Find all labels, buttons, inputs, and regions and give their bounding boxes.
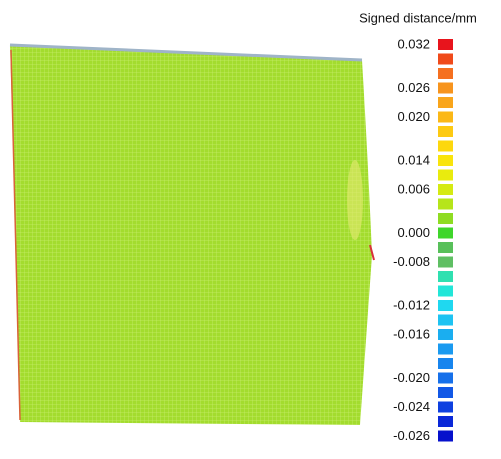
legend-label: -0.020 [393, 370, 430, 385]
surface-left-edge [10, 49, 21, 421]
legend-label: 0.000 [397, 225, 430, 240]
legend-label: 0.014 [397, 152, 430, 167]
legend-label: -0.008 [393, 254, 430, 269]
legend-swatch [438, 169, 453, 181]
legend-swatch [438, 416, 453, 427]
legend-swatch [438, 111, 453, 123]
legend-swatch [438, 401, 453, 413]
surface-top-edge [9, 43, 363, 62]
legend-swatch [438, 53, 453, 65]
legend-swatch [438, 97, 453, 108]
surface [10, 45, 372, 425]
legend-swatch [438, 198, 453, 210]
legend-swatch [438, 184, 453, 195]
legend-swatch [438, 68, 453, 79]
legend-label: -0.016 [393, 326, 430, 341]
legend-swatch [438, 213, 453, 224]
legend-swatch [438, 314, 453, 326]
legend-swatch [438, 82, 453, 94]
legend-label: -0.026 [393, 428, 430, 443]
legend-label: 0.026 [397, 80, 430, 95]
legend-label: 0.032 [397, 36, 430, 51]
legend-swatch [438, 430, 453, 442]
legend-swatch [438, 256, 453, 268]
legend-label: 0.006 [397, 181, 430, 196]
legend-swatch [438, 227, 453, 239]
legend-title: Signed distance/mm [359, 10, 477, 25]
legend-swatch [438, 155, 453, 166]
legend-swatch [438, 358, 453, 369]
legend-swatch [438, 387, 453, 398]
legend-swatch [438, 39, 453, 50]
legend-swatch [438, 372, 453, 384]
legend-swatch [438, 285, 453, 297]
legend-swatch [438, 242, 453, 253]
legend-label: 0.020 [397, 109, 430, 124]
surface-highlight [347, 160, 363, 240]
legend-label: -0.012 [393, 297, 430, 312]
legend-swatch [438, 271, 453, 282]
surface-edge-spot [369, 244, 375, 261]
legend-swatch [438, 140, 453, 152]
legend-swatch [438, 329, 453, 340]
legend-label: -0.024 [393, 399, 430, 414]
legend-swatch [438, 300, 453, 311]
legend-swatch [438, 126, 453, 137]
legend: 0.032 0.026 0.020 0.014 0.006 0.000 -0.008 -0.0… [393, 36, 453, 443]
legend-swatch [438, 343, 453, 355]
